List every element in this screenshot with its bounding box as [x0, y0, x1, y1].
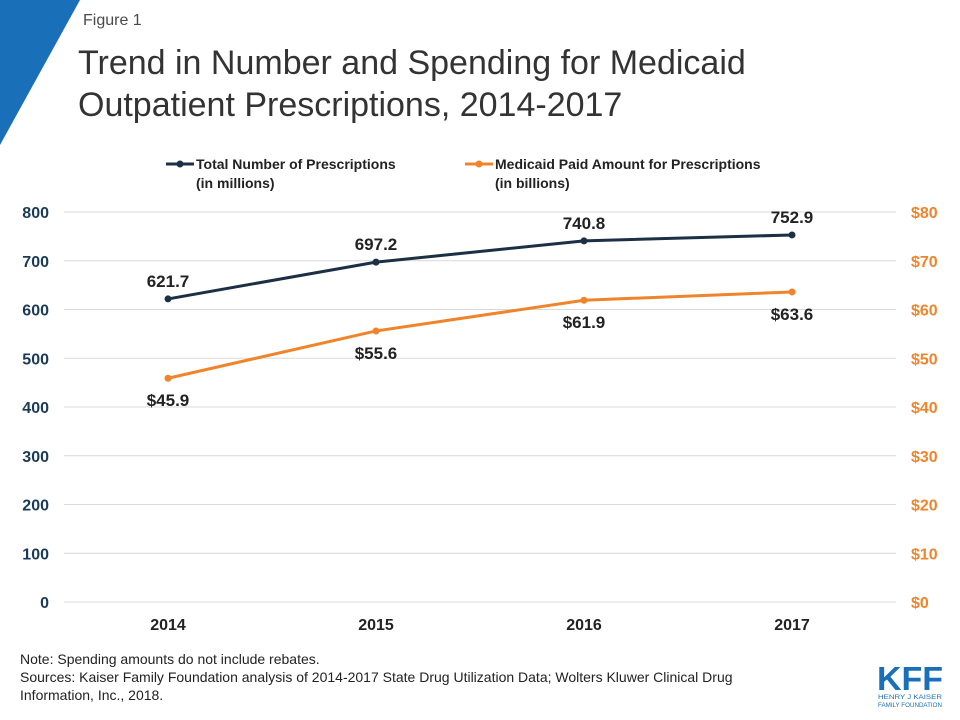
kff-logo: KFF HENRY J KAISER FAMILY FOUNDATION	[877, 660, 943, 709]
left-axis-tick-label: 300	[22, 449, 49, 466]
data-point-prescriptions	[372, 258, 380, 266]
sources-line-1: Sources: Kaiser Family Foundation analys…	[20, 669, 733, 685]
right-axis-tick-label: $80	[911, 205, 938, 222]
legend-label-spending: Medicaid Paid Amount for Prescriptions	[495, 156, 761, 172]
chart-title: Trend in Number and Spending for Medicai…	[78, 42, 878, 126]
data-point-prescriptions	[580, 237, 588, 245]
legend-item-prescriptions: Total Number of Prescriptions (in millio…	[166, 155, 396, 193]
x-axis-tick-label: 2014	[150, 617, 186, 634]
figure-label: Figure 1	[83, 12, 142, 29]
legend-swatch-prescriptions	[166, 160, 194, 168]
right-axis-tick-label: $60	[911, 303, 938, 320]
left-axis-tick-label: 0	[40, 595, 49, 612]
right-axis-tick-label: $10	[911, 546, 938, 563]
right-axis-tick-label: $30	[911, 449, 938, 466]
legend-unit-prescriptions: (in millions)	[196, 175, 275, 191]
data-label-spending: $55.6	[355, 344, 398, 363]
note-line: Note: Spending amounts do not include re…	[20, 651, 320, 667]
left-axis-tick-label: 200	[22, 498, 49, 515]
data-point-spending	[372, 327, 380, 335]
kff-logo-line-2: FAMILY FOUNDATION	[878, 702, 942, 709]
chart-notes: Note: Spending amounts do not include re…	[20, 650, 850, 704]
series-line-prescriptions	[167, 233, 793, 301]
left-axis-tick-label: 800	[22, 205, 49, 222]
line-chart: 0 100 200 300 400 500 600 700 800 $0 $10 $20 $30 $40 $…	[22, 205, 938, 634]
data-point-prescriptions	[788, 231, 796, 239]
right-axis-tick-label: $40	[911, 400, 938, 417]
right-axis-tick-label: $0	[911, 595, 929, 612]
legend-swatch-spending	[465, 160, 493, 168]
x-axis-tick-label: 2015	[358, 617, 394, 634]
left-axis-tick-label: 500	[22, 351, 49, 368]
right-axis-tick-label: $50	[911, 351, 938, 368]
x-axis-tick-label: 2016	[566, 617, 602, 634]
kff-logo-line-1: HENRY J KAISER	[878, 694, 942, 701]
sources-line-2: Information, Inc., 2018.	[20, 687, 164, 703]
data-label-prescriptions: 752.9	[771, 208, 814, 227]
left-axis-tick-label: 100	[22, 546, 49, 563]
legend-label-prescriptions: Total Number of Prescriptions	[196, 156, 396, 172]
series-line-spending	[167, 290, 793, 380]
right-axis-tick-label: $70	[911, 254, 938, 271]
data-label-prescriptions: 740.8	[563, 214, 606, 233]
data-point-spending	[164, 374, 172, 382]
data-point-prescriptions	[164, 295, 172, 303]
legend-unit-spending: (in billions)	[495, 175, 570, 191]
left-axis-tick-label: 400	[22, 400, 49, 417]
data-label-prescriptions: 621.7	[147, 272, 190, 291]
left-axis-tick-label: 700	[22, 254, 49, 271]
data-label-spending: $61.9	[563, 313, 606, 332]
left-axis-tick-label: 600	[22, 303, 49, 320]
data-label-spending: $45.9	[147, 391, 190, 410]
data-point-spending	[788, 288, 796, 296]
x-axis-tick-label: 2017	[774, 617, 810, 634]
data-label-spending: $63.6	[771, 305, 814, 324]
data-label-prescriptions: 697.2	[355, 235, 398, 254]
corner-accent-triangle	[0, 0, 80, 145]
data-point-spending	[580, 296, 588, 304]
chart-title-line-2: Outpatient Prescriptions, 2014-2017	[78, 86, 623, 124]
right-axis-tick-label: $20	[911, 498, 938, 515]
chart-title-line-1: Trend in Number and Spending for Medicai…	[78, 44, 746, 82]
kff-logo-letters: KFF	[877, 660, 943, 697]
legend-item-spending: Medicaid Paid Amount for Prescriptions (…	[465, 155, 761, 193]
